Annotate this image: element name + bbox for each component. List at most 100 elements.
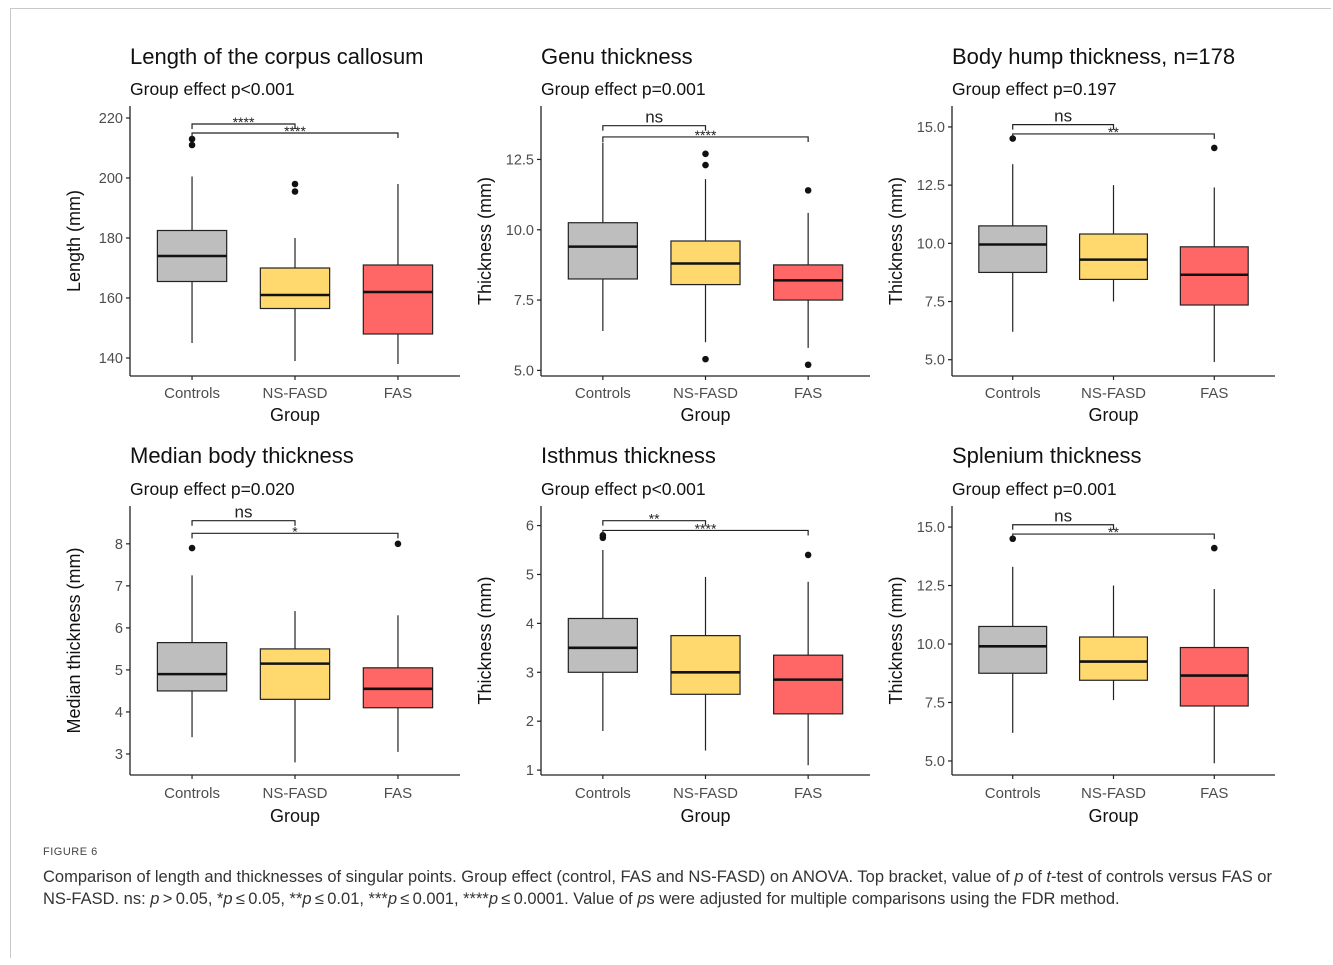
outlier-point [599,534,607,542]
bracket-label: ns [1054,107,1072,126]
chart-subtitle: Group effect p<0.001 [130,79,295,99]
y-axis-label: Median thickness (mm) [64,547,84,733]
bracket-line [191,132,399,138]
box-iqr [978,225,1048,274]
bracket-label: ** [1108,124,1119,140]
outlier-point [702,355,709,363]
significance-bracket: ns [602,108,707,131]
x-tick-label: NS-FASD [262,785,327,802]
y-axis-label: Thickness (mm) [886,576,906,704]
figure-caption: FIGURE 6 Comparison of length and thickn… [43,846,1273,910]
x-axis-label: Group [680,806,730,826]
box-fas [1179,144,1249,363]
bracket-label: ** [1108,524,1119,540]
x-tick-label: NS-FASD [262,385,327,402]
boxplot-panel-grid: Length of the corpus callosum Group effec… [64,44,1275,826]
box-ns-fasd [259,611,331,763]
chart-panel-2: Genu thickness Group effect p=0.001 5.0 7.5… [475,44,870,425]
x-axis-label: Group [270,806,320,826]
y-tick-label: 12.5 [917,178,945,194]
bracket-line [191,532,399,539]
y-tick-label: 160 [99,291,123,307]
y-tick-label: 4 [526,616,534,632]
chart-panel-6: Splenium thickness Group effect p=0.001 5.… [886,443,1275,826]
y-tick-label: 3 [115,747,123,763]
bracket-label: **** [233,114,255,130]
box-controls [567,142,638,331]
outlier-point [394,540,402,548]
figure-label: FIGURE 6 [43,846,98,858]
x-axis-label: Group [680,405,730,425]
x-tick-label: FAS [1200,785,1228,802]
x-axis-label: Group [1088,806,1138,826]
bracket-label: **** [695,127,717,143]
significance-bracket: ns [1012,107,1115,130]
y-tick-label: 10.0 [917,236,945,252]
x-tick-label: FAS [384,385,412,402]
chart-subtitle: Group effect p<0.001 [541,479,706,499]
x-axis-label: Group [1088,405,1138,425]
y-tick-label: 220 [99,111,123,127]
x-tick-label: NS-FASD [673,385,738,402]
y-tick-label: 10.0 [917,637,945,653]
bracket-line [191,123,296,129]
y-tick-label: 140 [99,351,123,367]
outlier-point [702,150,709,158]
y-tick-label: 7.5 [514,293,534,309]
y-tick-label: 12.5 [917,579,945,595]
y-tick-label: 15.0 [917,520,945,536]
box-controls [156,135,228,343]
y-tick-label: 5.0 [925,353,945,369]
x-tick-label: Controls [985,785,1041,802]
bracket-line [1012,533,1215,540]
x-tick-label: FAS [794,785,822,802]
box-ns-fasd [670,576,741,751]
y-tick-label: 5.0 [514,363,534,379]
box-iqr [1078,233,1149,281]
y-tick-label: 5 [526,567,534,583]
chart-title: Length of the corpus callosum [130,44,424,69]
y-axis-label: Thickness (mm) [886,177,906,305]
box-fas [773,187,844,369]
bracket-label: ns [645,108,663,127]
box-iqr [567,617,638,673]
chart-subtitle: Group effect p=0.197 [952,79,1117,99]
y-tick-label: 2 [526,714,534,730]
outlier-point [188,135,196,143]
x-tick-label: FAS [1200,385,1228,402]
box-ns-fasd [1078,185,1149,302]
x-tick-label: NS-FASD [1081,785,1146,802]
y-tick-label: 12.5 [506,152,534,168]
box-iqr [156,642,228,692]
significance-bracket: ns [191,503,296,526]
y-tick-label: 7 [115,579,123,595]
outlier-point [1210,144,1218,152]
x-tick-label: NS-FASD [673,785,738,802]
chart-subtitle: Group effect p=0.001 [541,79,706,99]
box-iqr [259,648,331,700]
significance-bracket: **** [191,114,296,130]
bracket-label: ns [235,503,253,522]
y-tick-label: 8 [115,537,123,553]
chart-title: Splenium thickness [952,443,1142,468]
y-axis-label: Thickness (mm) [475,576,495,704]
y-tick-label: 6 [115,621,123,637]
y-tick-label: 1 [526,763,534,779]
box-ns-fasd [259,180,331,361]
chart-panel-4: Median body thickness Group effect p=0.02… [64,443,460,826]
box-iqr [773,654,844,715]
box-iqr [362,264,434,335]
y-tick-label: 6 [526,519,534,535]
outlier-point [188,141,196,149]
bracket-line [602,136,809,142]
significance-bracket: **** [602,127,809,143]
chart-title: Isthmus thickness [541,443,716,468]
chart-title: Median body thickness [130,443,354,468]
significance-bracket: **** [191,123,399,139]
x-tick-label: FAS [794,385,822,402]
y-tick-label: 5.0 [925,754,945,770]
box-controls [156,544,228,738]
x-tick-label: Controls [575,385,631,402]
x-tick-label: Controls [575,785,631,802]
box-iqr [1078,636,1149,681]
